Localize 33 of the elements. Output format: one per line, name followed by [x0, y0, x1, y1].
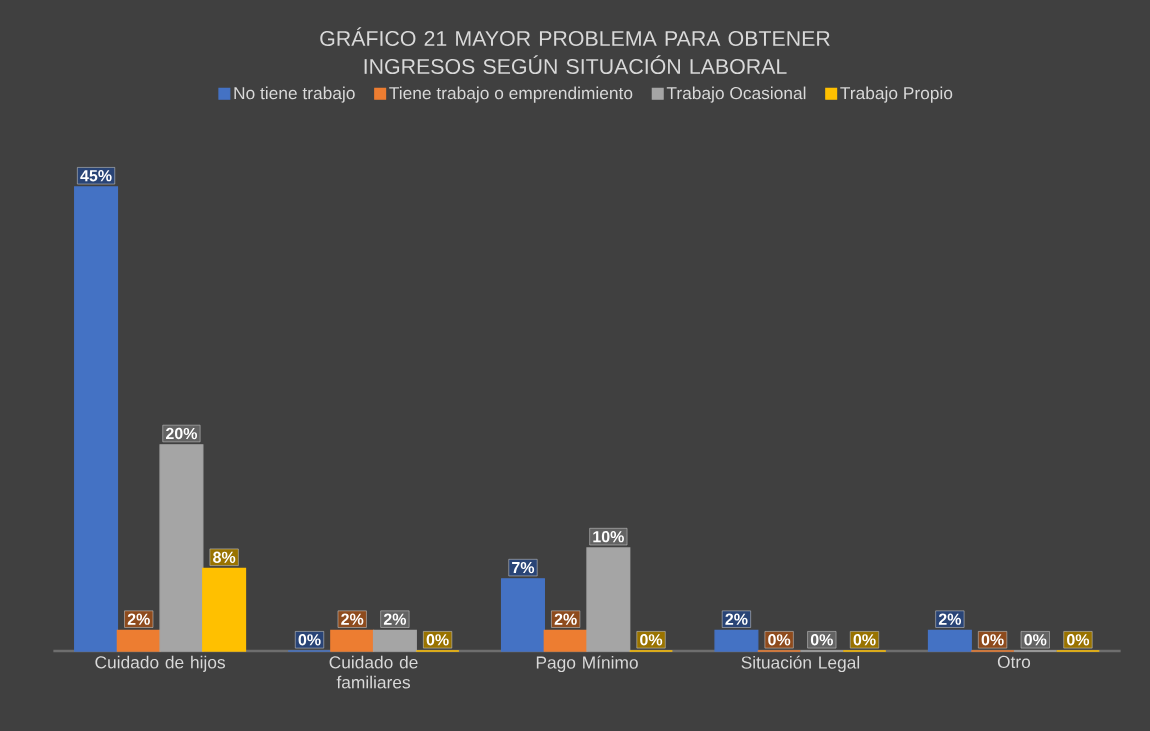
data-label: 0%	[1024, 634, 1047, 646]
chart-title: GRÁFICO 21 MAYOR PROBLEMA PARA OBTENER INGRESOS SEGÚN SITUACIÓN LABORAL	[320, 27, 830, 75]
legend-label: No tiene trabajo	[234, 86, 355, 103]
data-label: 2%	[725, 613, 748, 625]
data-label: 20%	[165, 427, 198, 440]
bar	[159, 444, 204, 652]
x-tick-label: Pago Mínimo	[536, 655, 638, 673]
legend-label: Trabajo Ocasional	[666, 86, 806, 103]
data-label: 2%	[341, 613, 364, 625]
data-label: 0%	[640, 634, 663, 646]
data-label: 0%	[768, 634, 791, 646]
legend-label: Trabajo Propio	[840, 86, 953, 103]
data-label: 2%	[127, 613, 150, 625]
data-label: 0%	[981, 634, 1004, 646]
x-tick-label: Cuidado de hijos	[95, 655, 225, 672]
data-label: 0%	[853, 634, 876, 646]
data-label: 2%	[554, 613, 577, 625]
x-tick-label: Cuidado de familiares	[329, 655, 418, 689]
bar	[372, 629, 417, 652]
bar	[927, 629, 972, 652]
data-label: 10%	[593, 530, 624, 543]
data-label: 45%	[80, 170, 112, 182]
data-label: 0%	[426, 634, 449, 646]
data-label: 2%	[383, 613, 407, 625]
data-label: 0%	[810, 634, 833, 646]
data-label: 8%	[213, 551, 236, 563]
data-label: 0%	[1067, 634, 1090, 646]
data-label: 2%	[938, 613, 962, 625]
x-tick-label: Otro	[997, 655, 1031, 668]
x-tick-label: Situación Legal	[741, 655, 860, 673]
data-label: 0%	[298, 634, 321, 646]
data-label: 7%	[512, 561, 535, 574]
legend-label: Tiene trabajo o emprendimiento	[389, 86, 633, 103]
